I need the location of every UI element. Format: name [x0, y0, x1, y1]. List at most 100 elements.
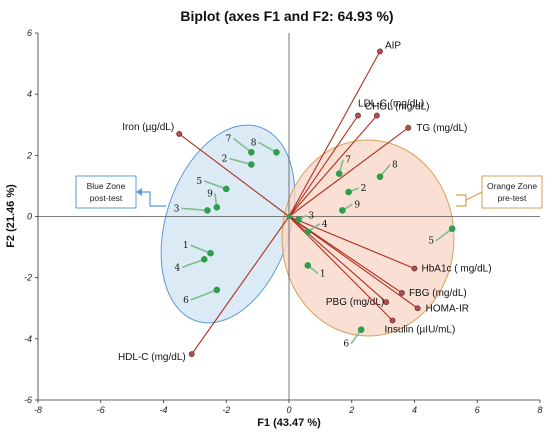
observation-point [273, 148, 280, 156]
observation-label: 3 [174, 204, 180, 214]
blue-zone-arrowhead [136, 188, 142, 196]
loading-marker [188, 351, 195, 358]
observation-leader-line [229, 157, 252, 166]
orange-zone-ellipse [281, 139, 455, 337]
x-tick-label: -8 [34, 405, 42, 415]
observation-label: 1 [320, 269, 326, 279]
orange-zone-label: Orange Zone [487, 181, 537, 191]
observation-point [295, 216, 302, 223]
loading-vector [288, 51, 381, 217]
loading-marker [355, 112, 361, 119]
y-tick-label: -2 [24, 273, 32, 283]
orange-zone-sublabel: pre-test [498, 193, 527, 203]
loading-marker [411, 265, 418, 272]
variable-label: HOMA-IR [426, 303, 469, 314]
observation-leader-line [182, 258, 205, 269]
variable-label: Iron (µg/dL) [122, 122, 174, 133]
observation-label: 4 [322, 220, 328, 230]
observation-point [335, 170, 343, 177]
observation-point [222, 185, 230, 193]
observation-label: 4 [175, 263, 181, 273]
observation-point [207, 249, 214, 257]
observation-point [339, 207, 346, 214]
loading-marker [399, 290, 405, 296]
variable-label: PBG (mg/dL) [326, 297, 384, 308]
y-tick-label: 2 [26, 150, 32, 160]
loading-vector [178, 133, 290, 217]
blue-zone-box [75, 175, 137, 209]
loadings-layer: AIP LDL-C (mg/dL)CHOL (mg/dL) TG (mg/dL) Ir… [118, 40, 492, 363]
variable-label: AIP [385, 40, 401, 51]
x-tick-label: -6 [97, 405, 105, 415]
observation-point [213, 204, 221, 211]
observation-label: 5 [197, 177, 203, 187]
x-tick-label: 8 [537, 405, 542, 415]
observation-label: 9 [207, 189, 213, 199]
loading-vector [288, 115, 378, 217]
loading-vector [191, 216, 290, 355]
variable-label: LDL-C (mg/dL) [358, 99, 424, 110]
observation-leader-line [203, 180, 227, 190]
observation-label: 5 [428, 237, 434, 247]
y-tick-label: 0 [27, 212, 32, 222]
observation-point [448, 225, 456, 233]
y-tick-label: -6 [24, 395, 32, 405]
y-tick-label: 4 [27, 89, 32, 99]
observation-label: 9 [354, 200, 360, 210]
observation-point [376, 173, 384, 181]
x-tick-label: 0 [286, 405, 291, 415]
observation-label: 7 [345, 156, 351, 166]
observation-point [200, 256, 208, 263]
observation-label: 8 [392, 161, 398, 171]
observation-label: 8 [251, 138, 257, 148]
observation-leader-line [190, 244, 211, 254]
loading-marker [389, 317, 396, 324]
origin-marker [286, 214, 292, 219]
x-tick-label: -4 [159, 405, 167, 415]
observation-label: 6 [343, 340, 349, 350]
observation-point [248, 161, 255, 168]
orange-zone-bracket [456, 194, 467, 207]
loading-marker [176, 131, 183, 137]
y-tick-label: -4 [24, 334, 32, 344]
x-tick-label: 6 [475, 405, 480, 415]
observation-leader-line [307, 223, 321, 233]
zones-layer: Blue Zone post-test Orange Zone pre-test [75, 124, 543, 337]
loading-vector [288, 115, 359, 217]
observation-leader-line [190, 289, 218, 301]
x-tick-label: 4 [412, 405, 417, 415]
observation-point [304, 228, 312, 236]
observation-leader-line [350, 329, 362, 345]
loading-marker [383, 299, 390, 306]
y-axis-title: F2 (21.46 %) [5, 184, 17, 248]
observation-label: 2 [222, 155, 228, 165]
observation-point [345, 188, 352, 196]
y-tick-label: 6 [27, 28, 32, 38]
variable-label: CHOL (mg/dL) [365, 102, 430, 113]
observation-label: 1 [183, 241, 189, 251]
observation-point [213, 286, 221, 294]
observation-label: 7 [226, 134, 232, 144]
chart-title: Biplot (axes F1 and F2: 64.93 %) [180, 8, 393, 24]
x-tick-label: -2 [222, 405, 230, 415]
loading-vector [288, 215, 415, 269]
observation-label: 3 [308, 212, 314, 222]
x-axis-title: F1 (43.47 %) [257, 417, 321, 429]
loading-marker [405, 124, 412, 131]
variable-label: HbA1c ( mg/dL) [422, 263, 492, 274]
observation-leader-line [379, 164, 391, 178]
observation-point [204, 207, 211, 214]
observation-label: 2 [361, 184, 367, 194]
variable-label: Insulin (µIU/mL) [385, 324, 456, 335]
observation-leader-line [435, 228, 453, 242]
observation-point [357, 326, 365, 333]
loading-marker [373, 112, 380, 119]
observation-leader-line [338, 159, 344, 174]
blue-zone-label: Blue Zone [87, 181, 126, 191]
x-tick-label: 2 [348, 405, 354, 415]
observation-leader-line [181, 207, 208, 212]
observation-leader-line [258, 141, 277, 153]
loading-marker [414, 305, 421, 312]
